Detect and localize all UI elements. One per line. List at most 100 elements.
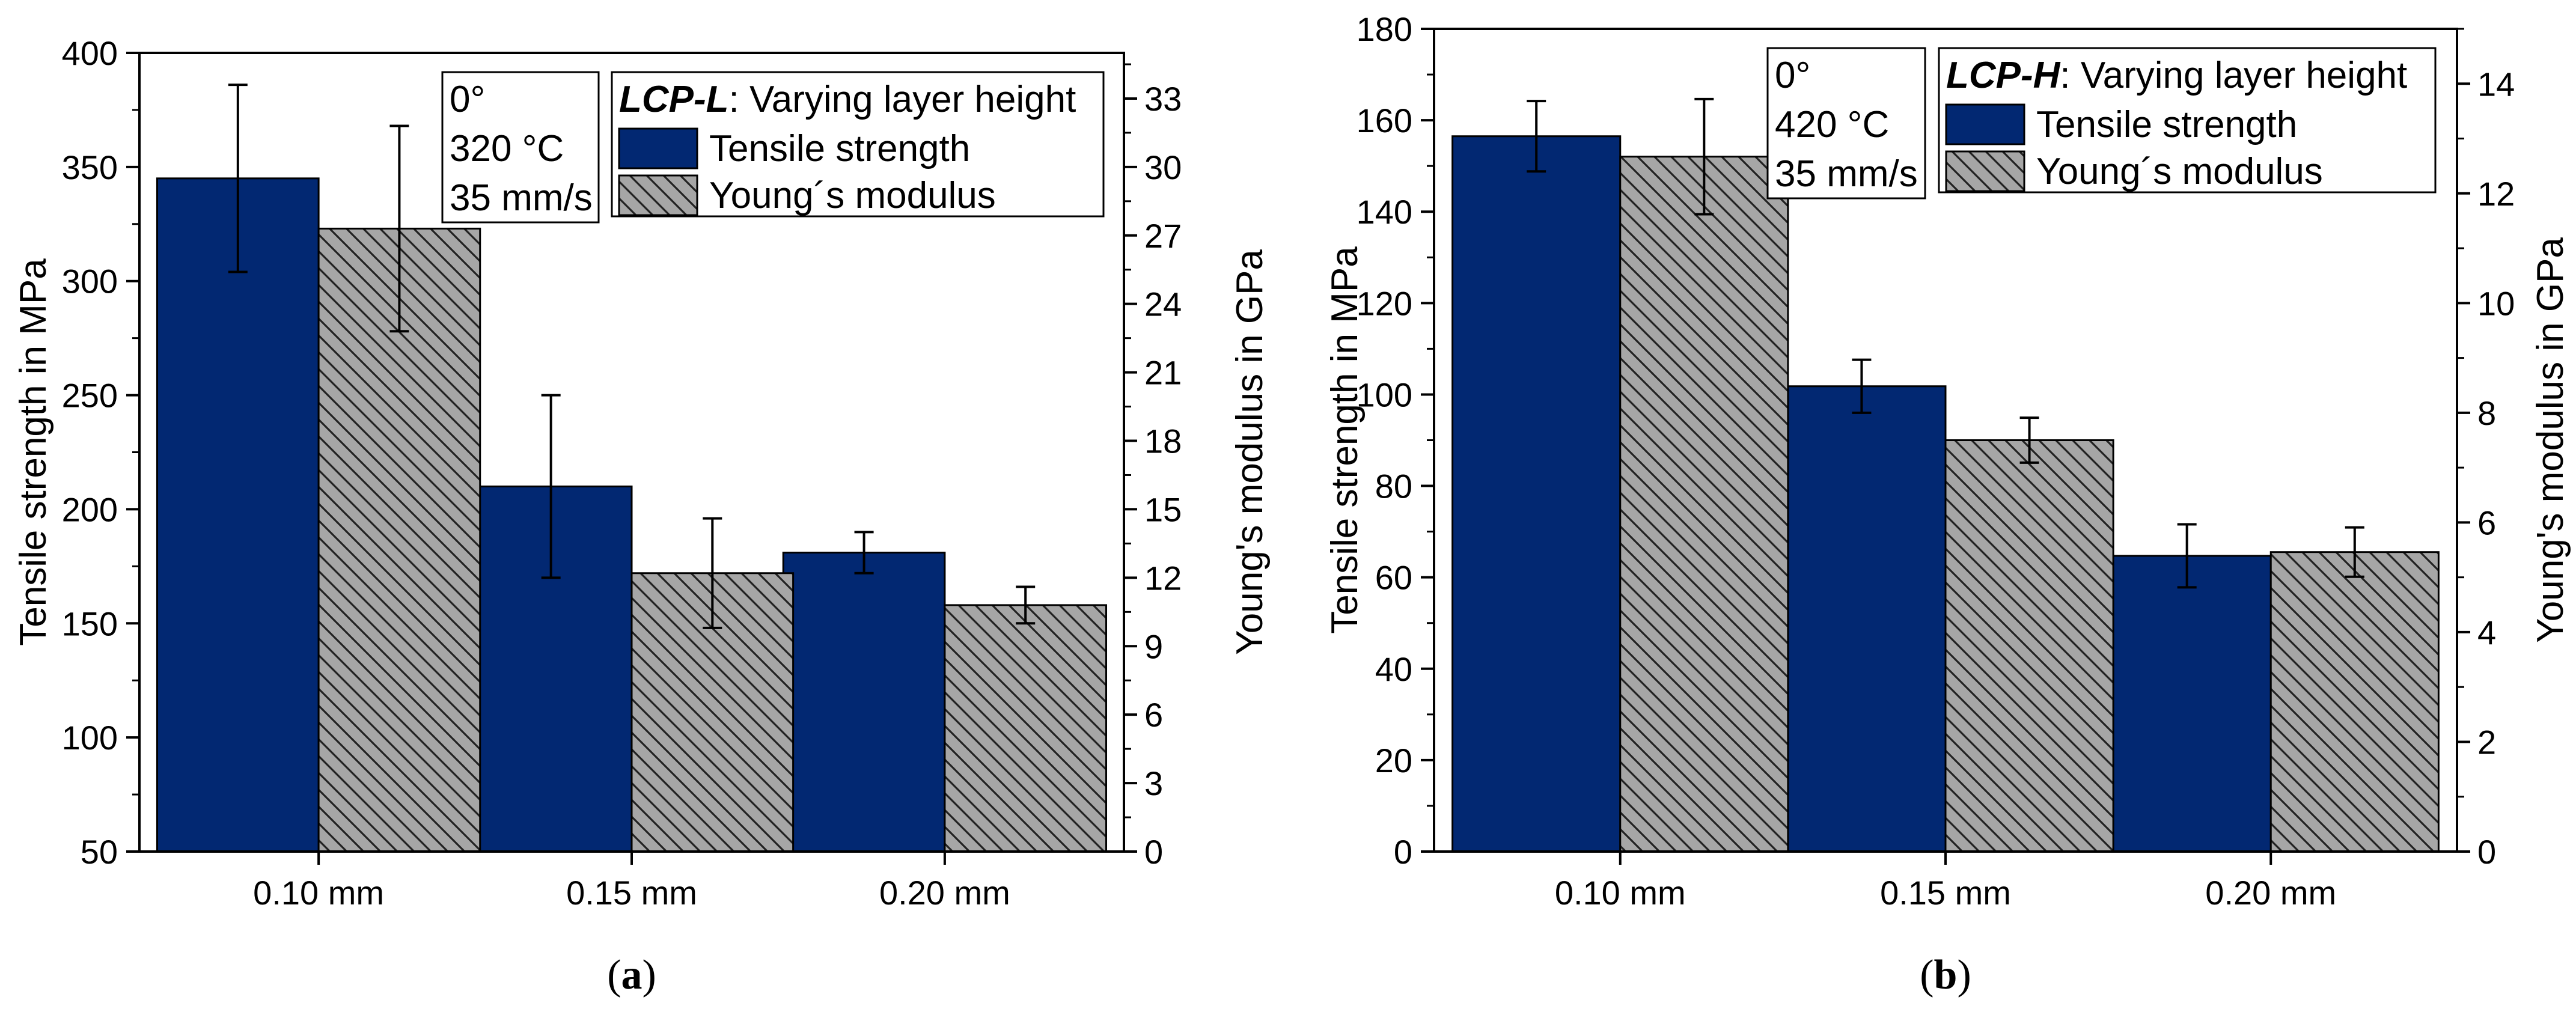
- y2-tick-label: 14: [2477, 65, 2515, 103]
- panel-paren-close: ): [1957, 952, 1971, 998]
- conditions-box: 0° 320 °C 35 mm/s: [441, 71, 600, 224]
- y2-tick-label: 10: [2477, 284, 2515, 322]
- y2-tick-label: 21: [1144, 354, 1182, 392]
- y-tick-label: 400: [62, 34, 118, 72]
- condition-text: 35 mm/s: [1775, 153, 1918, 195]
- bar-tensile-1: [1777, 385, 1947, 853]
- legend-title-rest: : Varying layer height: [2060, 55, 2407, 96]
- conditions-frame: [1766, 47, 1926, 200]
- x-tick-label: 0.20 mm: [879, 874, 1010, 912]
- legend: LCP-L: Varying layer height Tensile stren…: [611, 71, 1105, 218]
- error-bar-tensile-0: [1527, 100, 1546, 173]
- legend-title-rest: : Varying layer height: [729, 79, 1076, 120]
- legend-label-modulus: Young´s modulus: [2036, 151, 2323, 192]
- chart-panel-b: 0 20 40 60 80 100 120 140 160 180 0 2 4 6 8 10 12 14 0.10 …: [1324, 10, 2571, 998]
- chart-panel-a: 50 100 150 200 250 300 350 400 0 3 6 9 12 15 18 21 24 27 3…: [13, 34, 1271, 998]
- legend-swatch-modulus: [1945, 150, 2025, 192]
- error-bar-modulus-2: [2345, 526, 2364, 578]
- legend-swatch-tensile: [618, 127, 698, 169]
- y-tick-label: 100: [1357, 376, 1412, 413]
- x-tick-label: 0.10 mm: [1555, 874, 1686, 912]
- y-tick-label: 180: [1357, 10, 1412, 48]
- panel-label: (a): [607, 952, 656, 998]
- legend-label-modulus: Young´s modulus: [709, 175, 996, 216]
- y2-tick-label: 2: [2477, 723, 2496, 761]
- y-tick-label: 60: [1375, 559, 1412, 597]
- y-tick-label: 150: [62, 605, 118, 642]
- y-tick-label: 50: [81, 833, 118, 871]
- panel-letter: b: [1934, 952, 1958, 998]
- condition-text: 420 °C: [1775, 104, 1889, 145]
- condition-text: 0°: [1775, 55, 1810, 96]
- legend-title: LCP-L: Varying layer height: [619, 79, 1076, 120]
- y2-tick-label: 6: [1144, 696, 1163, 734]
- error-bar-tensile-2: [854, 531, 874, 575]
- error-bar-modulus-1: [2019, 416, 2039, 464]
- panel-paren-close: ): [642, 952, 656, 998]
- error-bar-modulus-0: [1694, 97, 1714, 216]
- panel-paren-open: (: [607, 952, 621, 998]
- error-bar-modulus-2: [1016, 585, 1036, 625]
- y-tick-label: 200: [62, 490, 118, 528]
- y-tick-label: 140: [1357, 193, 1412, 231]
- error-bar-modulus-1: [703, 517, 722, 629]
- error-bar-tensile-2: [2177, 523, 2197, 589]
- legend: LCP-H: Varying layer height Tensile stren…: [1938, 47, 2437, 194]
- legend-label-tensile: Tensile strength: [2036, 104, 2297, 145]
- y-tick-label: 300: [62, 263, 118, 300]
- y2-tick-label: 0: [2477, 833, 2496, 871]
- y2-tick-label: 24: [1144, 285, 1182, 323]
- condition-text: 0°: [450, 79, 485, 120]
- y2-tick-label: 6: [2477, 504, 2496, 541]
- y-tick-label: 0: [1394, 833, 1412, 871]
- panel-label: (b): [1920, 952, 1971, 998]
- legend-title: LCP-H: Varying layer height: [1946, 55, 2407, 96]
- y2-axis-title: Young's modulus in GPa: [2530, 237, 2571, 643]
- y-tick-label: 20: [1375, 742, 1412, 779]
- bar-tensile-2: [2102, 555, 2272, 853]
- y-axis-title: Tensile strength in MPa: [13, 258, 54, 646]
- y2-tick-label: 12: [1144, 559, 1182, 597]
- legend-title-bold: LCP-L: [619, 79, 729, 120]
- error-bar-tensile-1: [541, 394, 561, 579]
- bar-modulus-1: [1944, 439, 2114, 853]
- x-tick-label: 0.15 mm: [1880, 874, 2011, 912]
- y2-tick-label: 4: [2477, 614, 2496, 651]
- bar-modulus-2: [944, 604, 1108, 853]
- y-tick-label: 80: [1375, 468, 1412, 505]
- conditions-frame: [441, 71, 600, 224]
- y-tick-label: 160: [1357, 102, 1412, 139]
- error-bar-tensile-0: [228, 84, 248, 273]
- y2-tick-label: 8: [2477, 394, 2496, 432]
- bar-tensile-2: [782, 552, 946, 853]
- bar-modulus-0: [1619, 156, 1789, 853]
- y2-tick-label: 3: [1144, 764, 1163, 802]
- bar-modulus-2: [2269, 551, 2440, 853]
- y2-tick-label: 15: [1144, 490, 1182, 528]
- legend-swatch-modulus: [618, 174, 698, 216]
- y2-tick-label: 12: [2477, 175, 2515, 213]
- conditions-box: 0° 420 °C 35 mm/s: [1766, 47, 1926, 200]
- y2-tick-label: 0: [1144, 833, 1163, 871]
- y-tick-label: 40: [1375, 650, 1412, 688]
- y2-tick-label: 33: [1144, 80, 1182, 118]
- x-tick-label: 0.10 mm: [253, 874, 384, 912]
- condition-text: 320 °C: [450, 128, 564, 169]
- y2-tick-label: 9: [1144, 627, 1163, 665]
- error-bar-tensile-1: [1852, 358, 1872, 414]
- condition-text: 35 mm/s: [450, 177, 593, 219]
- y2-tick-label: 27: [1144, 217, 1182, 255]
- y-axis-title: Tensile strength in MPa: [1324, 246, 1366, 634]
- y-tick-label: 250: [62, 377, 118, 415]
- legend-title-bold: LCP-H: [1946, 55, 2061, 96]
- y2-axis-title: Young's modulus in GPa: [1229, 249, 1271, 655]
- y-tick-label: 350: [62, 148, 118, 186]
- x-tick-label: 0.15 mm: [566, 874, 697, 912]
- x-tick-label: 0.20 mm: [2205, 874, 2336, 912]
- error-bar-modulus-0: [389, 124, 409, 333]
- legend-swatch-tensile: [1945, 103, 2025, 145]
- y-tick-label: 120: [1357, 284, 1412, 322]
- legend-label-tensile: Tensile strength: [709, 128, 970, 169]
- y2-tick-label: 30: [1144, 148, 1182, 186]
